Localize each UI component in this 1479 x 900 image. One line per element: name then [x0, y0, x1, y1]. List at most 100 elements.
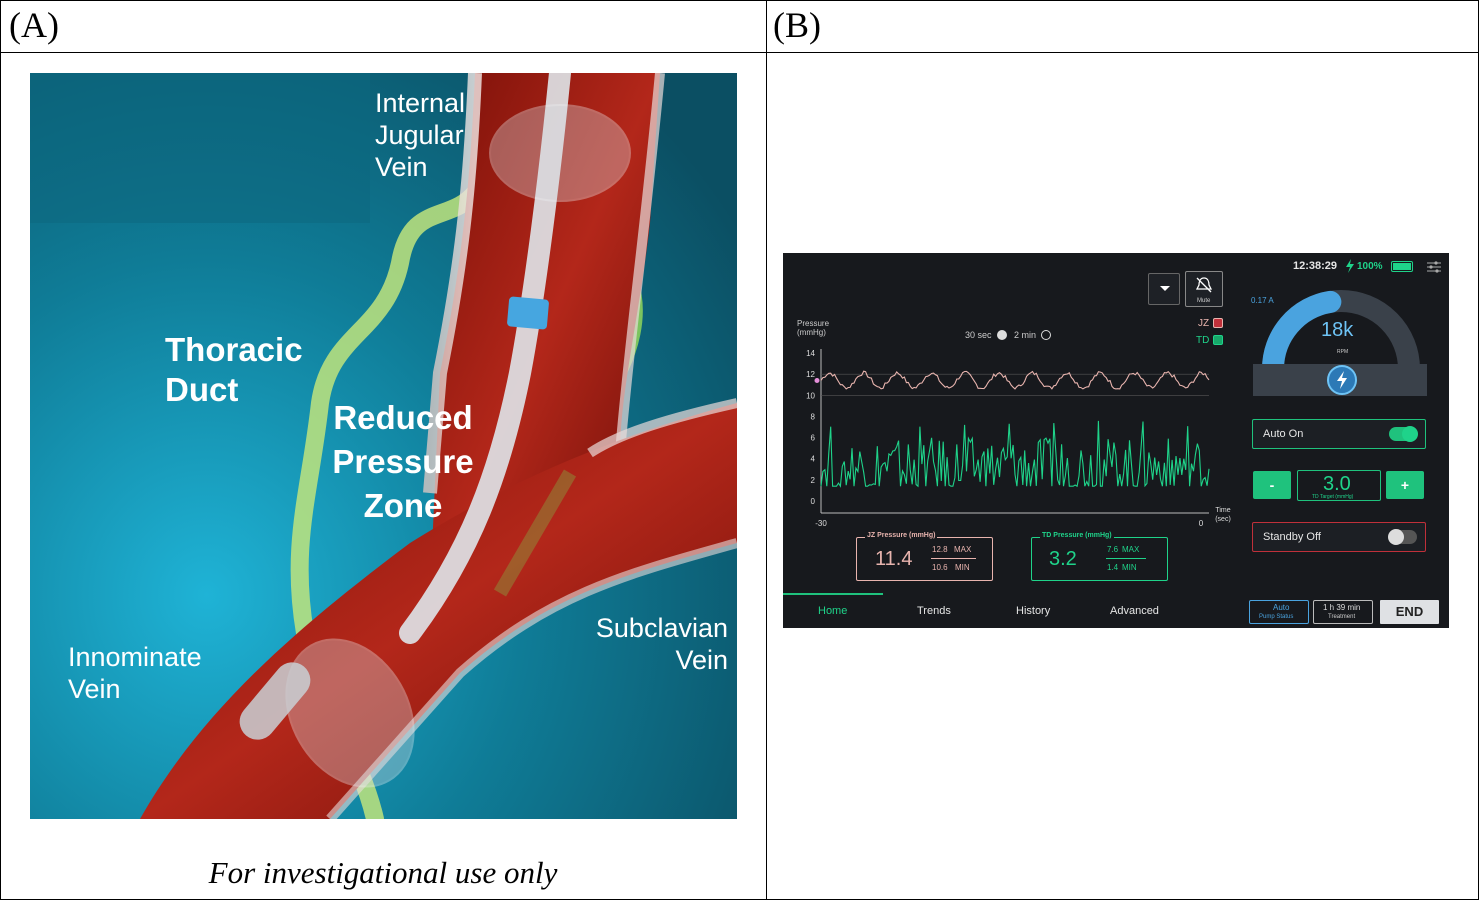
- active-tab-indicator: [783, 593, 883, 595]
- x-axis-label: (sec): [1215, 516, 1231, 523]
- x-tick-label: 0: [1199, 519, 1204, 528]
- panel-b-label: (B): [773, 5, 821, 45]
- end-button[interactable]: END: [1380, 600, 1439, 624]
- pump-power-button[interactable]: [1327, 365, 1357, 395]
- jz-divider: [931, 558, 976, 559]
- pump-current: 0.17 A: [1251, 296, 1274, 305]
- anatomy-illustration: Internal Jugular Vein Thoracic Duct Redu…: [30, 73, 737, 819]
- treatment-label: Treatment: [1328, 614, 1356, 620]
- tab-advanced[interactable]: Advanced: [1110, 605, 1159, 617]
- legend-jz: JZ: [1198, 318, 1210, 329]
- y-tick-label: 8: [811, 412, 816, 421]
- anatomy-drawing: [30, 73, 737, 819]
- tab-home[interactable]: Home: [818, 605, 848, 617]
- legend-td: TD: [1196, 335, 1210, 346]
- td-min-label: MIN: [1122, 563, 1137, 572]
- pump-speed-value: 18k: [1321, 319, 1354, 341]
- y-tick-label: 10: [806, 391, 815, 400]
- panel-divider: [766, 0, 767, 899]
- charging-bolt-icon: [1346, 259, 1354, 273]
- device-screen: Mute Pressure (mmHg) 30 sec 2 min JZ TD …: [783, 253, 1449, 628]
- series-jz-line: [820, 370, 1210, 390]
- reduced-pressure-label-line: Zone: [363, 487, 443, 524]
- jz-max-label: MAX: [954, 545, 972, 554]
- td-pressure-box: TD Pressure (mmHg) 3.2 7.6 MAX 1.4 MIN: [1031, 532, 1168, 581]
- time-option-30sec[interactable]: 30 sec: [965, 330, 992, 340]
- series-td-line: [820, 420, 1210, 488]
- bottom-nav: Home Trends History Advanced Auto Pump S…: [783, 593, 1449, 628]
- innominate-label-line: Innominate: [68, 642, 202, 672]
- gauge-fill: [1262, 290, 1342, 380]
- mute-label: Mute: [1197, 298, 1211, 304]
- y-tick-label: 6: [811, 434, 816, 443]
- y-tick-label: 14: [806, 349, 815, 358]
- reduced-pressure-label-line: Reduced: [333, 399, 473, 436]
- x-tick-label: -30: [815, 519, 827, 528]
- treatment-duration: 1 h 39 min: [1323, 603, 1361, 612]
- jz-marker: [814, 377, 820, 383]
- investigational-caption: For investigational use only: [208, 855, 558, 890]
- dropdown-button[interactable]: [1148, 273, 1180, 305]
- auto-on-toggle[interactable]: [1389, 426, 1418, 442]
- treatment-box[interactable]: 1 h 39 min Treatment: [1313, 600, 1373, 624]
- chevron-down-icon: [1160, 286, 1170, 291]
- standby-label: Standby Off: [1263, 531, 1321, 543]
- td-max-label: MAX: [1122, 545, 1140, 554]
- tab-trends[interactable]: Trends: [917, 605, 951, 617]
- tab-history[interactable]: History: [1016, 605, 1051, 617]
- jz-pressure-box: JZ Pressure (mmHg) 11.4 12.8 MAX 10.6 MI…: [856, 532, 993, 581]
- jz-pressure-title: JZ Pressure (mmHg): [865, 532, 938, 539]
- battery-icon: [1391, 261, 1413, 272]
- auto-on-row[interactable]: Auto On: [1252, 419, 1426, 449]
- jz-min-value: 10.6: [932, 563, 948, 572]
- td-pressure-title: TD Pressure (mmHg): [1040, 532, 1114, 539]
- internal-jugular-label-line: Vein: [375, 152, 428, 182]
- y-tick-label: 2: [811, 476, 816, 485]
- y-tick-label: 12: [806, 370, 815, 379]
- pressure-chart: 14 12 10 8 6 4 2 0 -30 0 Time (sec): [806, 349, 1231, 528]
- subclavian-label-line: Subclavian: [595, 613, 728, 643]
- y-tick-label: 0: [811, 497, 816, 506]
- td-max-value: 7.6: [1107, 545, 1119, 554]
- pump-status-label: Pump Status: [1259, 614, 1294, 620]
- td-target-label: TD Target (mmHg): [1312, 494, 1354, 500]
- clock-time: 12:38:29: [1293, 260, 1338, 272]
- settings-sliders-icon[interactable]: [1427, 261, 1441, 273]
- mute-button[interactable]: Mute: [1185, 271, 1223, 307]
- auto-on-label: Auto On: [1263, 428, 1304, 440]
- y-tick-label: 4: [811, 455, 816, 464]
- pump-speed-gauge: [1262, 290, 1420, 380]
- lightning-icon: [1337, 371, 1347, 389]
- battery-percent: 100%: [1357, 261, 1383, 272]
- jz-max-value: 12.8: [932, 545, 948, 554]
- pump-control-panel: 12:38:29 100% 0.17 A 18k RPM Auto On - 3…: [1243, 253, 1449, 598]
- jz-min-label: MIN: [955, 563, 970, 572]
- td-min-value: 1.4: [1107, 563, 1119, 572]
- internal-jugular-label-line: Internal: [375, 88, 466, 118]
- target-increase-button[interactable]: +: [1386, 471, 1424, 499]
- innominate-label-line: Vein: [68, 674, 121, 704]
- td-target-value: 3.0: [1323, 473, 1351, 495]
- td-divider: [1106, 558, 1146, 559]
- pump-status-value: Auto: [1273, 603, 1290, 612]
- standby-toggle[interactable]: [1388, 529, 1417, 545]
- legend-jz-swatch[interactable]: [1213, 318, 1223, 328]
- internal-jugular-label-line: Jugular: [375, 120, 464, 150]
- td-pressure-value: 3.2: [1049, 548, 1077, 570]
- bell-muted-icon: [1195, 277, 1213, 293]
- pump-speed-unit: RPM: [1337, 349, 1349, 355]
- thoracic-duct-label-line: Duct: [165, 371, 239, 408]
- thoracic-duct-label-line: Thoracic: [165, 331, 303, 368]
- standby-row[interactable]: Standby Off: [1252, 522, 1426, 552]
- header-divider: [0, 52, 1479, 53]
- target-decrease-button[interactable]: -: [1253, 471, 1291, 499]
- reduced-pressure-label-line: Pressure: [332, 443, 474, 480]
- jz-pressure-value: 11.4: [875, 548, 913, 570]
- legend-td-swatch[interactable]: [1213, 335, 1223, 345]
- radio-2min[interactable]: [1041, 330, 1051, 340]
- pump-status-box[interactable]: Auto Pump Status: [1249, 600, 1309, 624]
- td-target-display: 3.0 TD Target (mmHg): [1297, 470, 1381, 501]
- time-option-2min[interactable]: 2 min: [1014, 330, 1037, 340]
- chart-ylabel: Pressure (mmHg): [797, 319, 830, 337]
- radio-30sec-selected[interactable]: [997, 330, 1007, 340]
